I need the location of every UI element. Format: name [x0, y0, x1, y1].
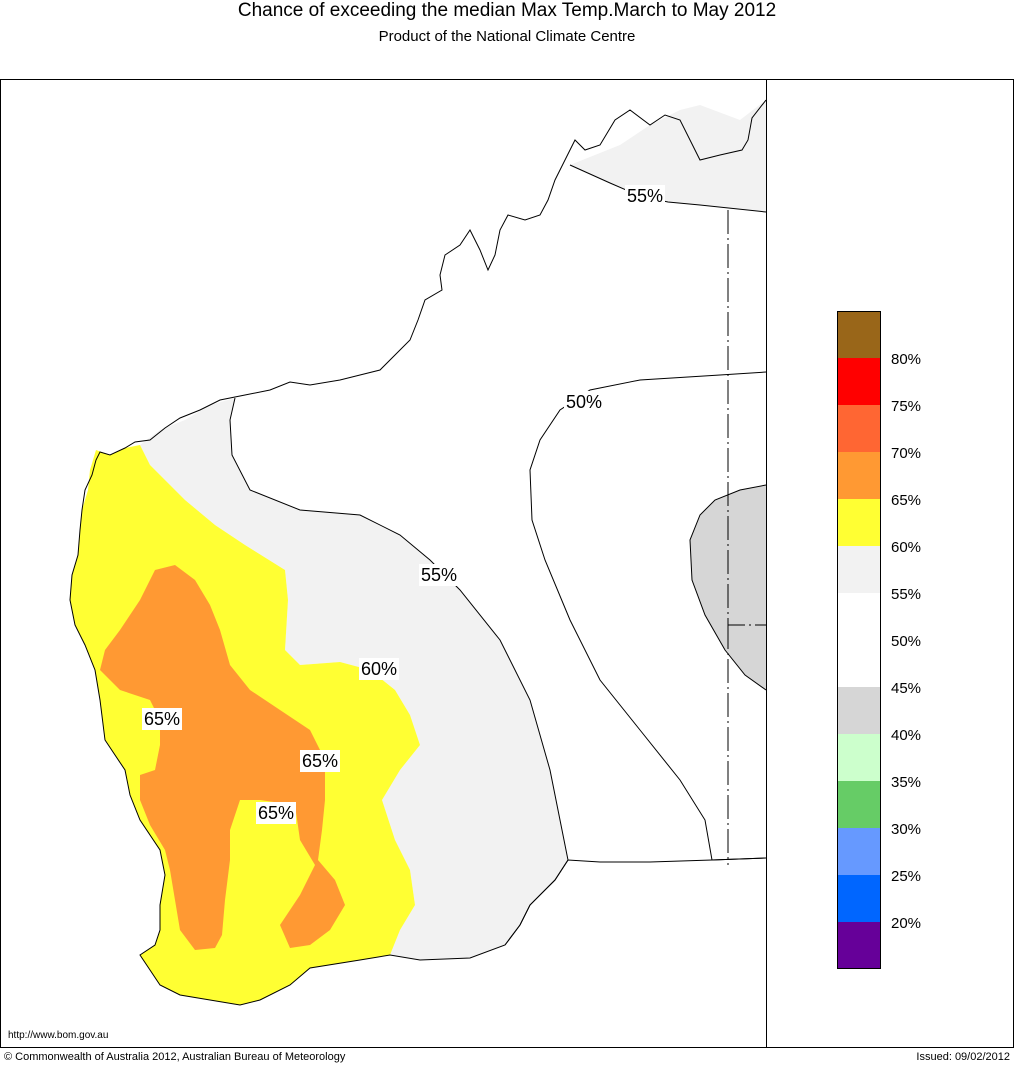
website-link[interactable]: http://www.bom.gov.au [8, 1030, 109, 1041]
legend-label: 80% [891, 351, 922, 368]
legend-label: 50% [891, 633, 922, 650]
legend-label: 75% [891, 398, 922, 415]
legend-swatch-55-60 [837, 546, 881, 593]
contour-label-65-east: 65% [300, 750, 341, 772]
legend-label: 65% [891, 492, 922, 509]
contour-label-55-south: 55% [419, 564, 460, 586]
map-title: Chance of exceeding the median Max Temp.… [237, 0, 777, 21]
legend-label: 70% [891, 445, 922, 462]
band-55-60-southwest [140, 398, 568, 960]
legend-swatch-25-30 [837, 828, 881, 875]
legend-label: 45% [891, 680, 922, 697]
copyright-notice: © Commonwealth of Australia 2012, Austra… [4, 1051, 346, 1063]
legend-swatch-60-65 [837, 499, 881, 546]
legend-label: 35% [891, 774, 922, 791]
legend-swatch-30-35 [837, 781, 881, 828]
issued-date: Issued: 09/02/2012 [916, 1051, 1010, 1063]
contour-label-65-west: 65% [142, 708, 183, 730]
legend-swatch-80-plus [837, 311, 881, 358]
map-subtitle: Product of the National Climate Centre [378, 28, 636, 45]
band-55-60-north [570, 100, 766, 212]
band-65-70-main [100, 565, 345, 950]
legend-label: 20% [891, 915, 922, 932]
legend-label: 40% [891, 727, 922, 744]
contour-label-65-south: 65% [256, 802, 297, 824]
legend-label: 55% [891, 586, 922, 603]
contour-50 [529, 371, 766, 861]
contour-label-55-north: 55% [625, 185, 666, 207]
legend-swatch-20-25 [837, 875, 881, 922]
legend-swatch-65-70 [837, 452, 881, 499]
wa-map [69, 99, 766, 1006]
legend-label: 25% [891, 868, 922, 885]
map-area: 55% 50% 55% 60% 65% 65% 65% [1, 80, 766, 1047]
coastline [69, 99, 766, 1006]
legend-swatch-45-50 [837, 640, 881, 687]
state-border [727, 210, 766, 865]
legend-label: 30% [891, 821, 922, 838]
legend-label: 60% [891, 539, 922, 556]
legend-swatch-70-75 [837, 405, 881, 452]
panel-divider [766, 80, 767, 1047]
legend-swatch-below-20 [837, 922, 881, 969]
legend-swatch-35-40 [837, 734, 881, 781]
legend-swatch-75-80 [837, 358, 881, 405]
legend-swatch-50-55 [837, 593, 881, 640]
contour-label-60: 60% [359, 658, 400, 680]
legend-swatch-40-45 [837, 687, 881, 734]
contour-label-50: 50% [564, 391, 605, 413]
